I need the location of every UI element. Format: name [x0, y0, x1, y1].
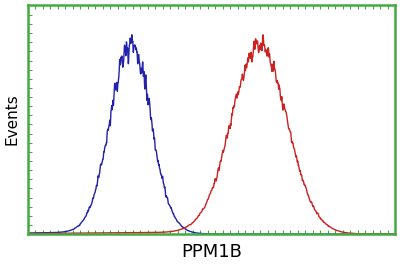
X-axis label: PPM1B: PPM1B [181, 243, 242, 261]
Y-axis label: Events: Events [5, 94, 20, 145]
